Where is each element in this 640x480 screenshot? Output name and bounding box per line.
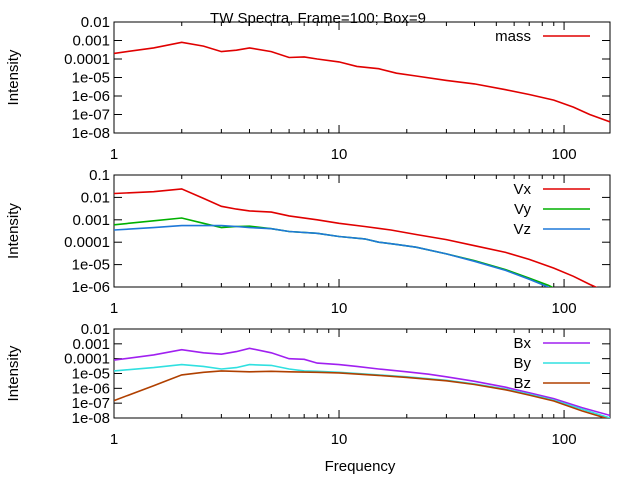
legend-label-vz: Vz [513,221,531,238]
series-line-bz [114,370,609,418]
series-line-vx [114,188,598,287]
x-axis-label: Frequency [325,458,396,475]
legend-label-by: By [513,355,531,372]
x-tick-label: 100 [552,300,577,317]
y-tick-label: 1e-05 [72,70,110,87]
series-line-mass [114,41,610,123]
series-line-vz [114,224,551,287]
series-group [114,347,610,418]
panel-2: 1e-06 1e-05 0.0001 0.001 0.01 0.1 1 10 100 Intens… [5,167,611,317]
y-tick-label: 1e-08 [72,125,110,142]
y-axis-label: Intensity [5,345,22,401]
y-tick-label: 0.001 [72,212,110,229]
legend-label-bz: Bz [513,375,531,392]
y-tick-label: 1e-05 [72,257,110,274]
x-tick-label: 1 [110,300,118,317]
legend-label-vy: Vy [514,201,531,218]
series-line-by [114,363,610,418]
y-tick-label: 1e-05 [72,366,110,383]
x-tick-label: 10 [331,146,348,163]
y-tick-label: 0.1 [89,167,110,184]
y-tick-label: 0.01 [81,14,110,31]
y-tick-label: 0.0001 [64,51,110,68]
x-tick-label: 10 [331,300,348,317]
y-tick-label: 0.0001 [64,234,110,251]
y-tick-label: 1e-07 [72,107,110,124]
y-tick-label: 0.01 [81,321,110,338]
x-tick-label: 100 [552,431,577,448]
x-tick-label: 1 [110,146,118,163]
y-tick-label: 0.0001 [64,351,110,368]
y-tick-label: 1e-06 [72,380,110,397]
series-group [114,188,598,287]
series-group [114,41,610,123]
y-tick-label: 1e-06 [72,279,110,296]
plot-frame [113,174,611,288]
chart-title: TW Spectra, Frame=100; Box=9 [210,10,426,27]
series-line-bx [114,347,610,417]
legend-label-vx: Vx [513,181,531,198]
y-axis-label: Intensity [5,49,22,105]
series-line-vy [114,217,554,287]
y-tick-label: 0.01 [81,189,110,206]
y-tick-label: 1e-07 [72,395,110,412]
x-tick-label: 1 [110,431,118,448]
x-tick-label: 100 [552,146,577,163]
y-axis-label: Intensity [5,203,22,259]
legend-label-bx: Bx [513,335,531,352]
legend-label-mass: mass [495,28,531,45]
x-tick-label: 10 [331,431,348,448]
plot-frame [113,21,611,134]
y-tick-label: 1e-08 [72,410,110,427]
y-tick-label: 0.001 [72,33,110,50]
y-tick-label: 1e-06 [72,88,110,105]
y-tick-label: 0.001 [72,336,110,353]
